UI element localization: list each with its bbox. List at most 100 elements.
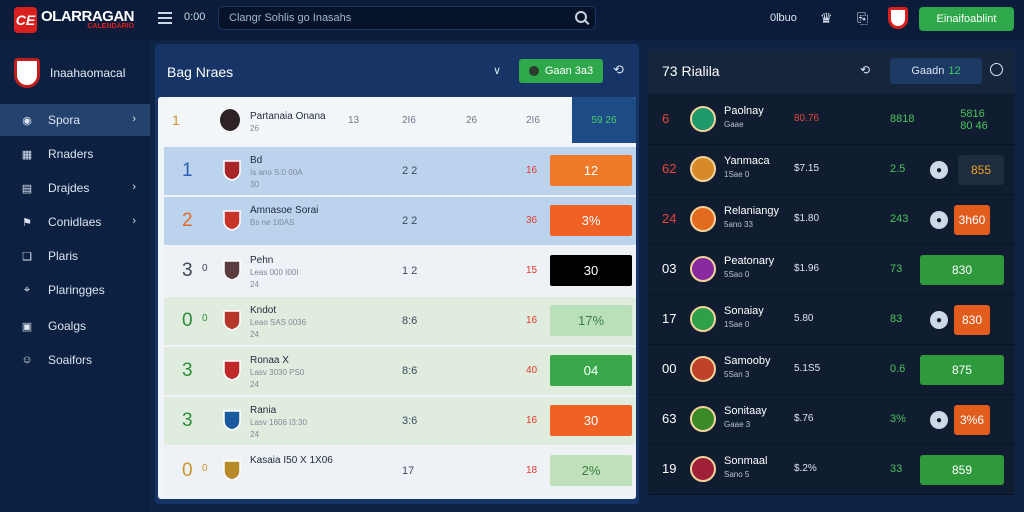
header-col-1: 2I6 xyxy=(402,115,416,126)
row-value-pill[interactable]: 30 xyxy=(550,405,632,436)
trophy-icon[interactable]: ♛ xyxy=(820,10,833,26)
result-value[interactable]: 3%6 xyxy=(954,405,990,435)
table-row[interactable]: 1 Bd Is ano S:0 00A 30 2 2 16 12 xyxy=(164,147,636,195)
top-link[interactable]: 0lbuo xyxy=(770,12,797,24)
row-rank: 1 xyxy=(182,160,193,181)
sidebar-item[interactable]: ☺ Soaifors xyxy=(0,344,150,376)
result-row[interactable]: 24 Relaniangy 5ano 33 $1.80 243 ● 3h60 xyxy=(648,195,1015,245)
row-value-pill[interactable]: 2% xyxy=(550,455,632,486)
result-price: $.2% xyxy=(794,463,817,474)
soccer-icon: ◉ xyxy=(22,114,32,127)
result-value[interactable]: 830 xyxy=(954,305,990,335)
results-panel: 73 Rialila ⟲ Gaadn 12 6 Paolnay Gaae 80.76 8… xyxy=(648,49,1015,495)
row-badge: 0 xyxy=(202,263,208,274)
sidebar-item-label: Plaris xyxy=(48,249,79,263)
result-row[interactable]: 19 Sonmaal Sano 5 $.2% 33 859 xyxy=(648,445,1015,495)
sidebar-item[interactable]: ▤ Drajdes › xyxy=(0,172,150,204)
result-value[interactable]: 875 xyxy=(920,355,1004,385)
row-stat: 18 xyxy=(526,465,538,476)
result-row[interactable]: 6 Paolnay Gaae 80.76 8818 5816 80 46 xyxy=(648,95,1015,145)
table-row[interactable]: 3 Ronaa X Lasv 3030 PS0 24 8:6 40 04 xyxy=(164,347,636,395)
club-crest-icon xyxy=(223,310,241,331)
filter-button[interactable]: Gaan 3a3 xyxy=(519,59,603,83)
row-rank: 3 xyxy=(182,260,193,281)
sidebar-item[interactable]: ❑ Plaris xyxy=(0,240,150,272)
result-team: Peatonary 5Sao 0 xyxy=(724,255,775,279)
club-crest-icon xyxy=(223,260,241,281)
smile-icon: ☺ xyxy=(21,353,33,366)
row-value-pill[interactable]: 12 xyxy=(550,155,632,186)
result-value[interactable]: 830 xyxy=(920,255,1004,285)
result-value[interactable]: 5816 80 46 xyxy=(960,108,988,132)
result-row[interactable]: 03 Peatonary 5Sao 0 $1.96 73 830 xyxy=(648,245,1015,295)
sidebar-item[interactable]: ⚑ Conidlaes › xyxy=(0,206,150,238)
row-stat: 16 xyxy=(526,165,538,176)
search-icon[interactable] xyxy=(575,11,587,23)
panel-title: Bag Nraes xyxy=(167,64,234,80)
search-input[interactable]: Clangr Sohlis go Inasahs xyxy=(218,6,596,30)
grid-icon: ▣ xyxy=(21,320,33,333)
menu-icon[interactable] xyxy=(158,12,172,26)
result-rank: 17 xyxy=(662,311,677,326)
standings-table: 1 Partanaia Onana 26 13 2I6 26 2I6 59 26… xyxy=(158,97,636,499)
row-rank: 3 xyxy=(182,410,193,431)
chevron-right-icon: › xyxy=(132,215,136,227)
sidebar-item[interactable]: ▦ Rnaders xyxy=(0,138,150,170)
result-value[interactable]: 3h60 xyxy=(954,205,990,235)
result-row[interactable]: 17 Sonaiay 1Sae 0 5.80 83 ● 830 xyxy=(648,295,1015,345)
result-row[interactable]: 63 Sonitaay Gaae 3 $.76 3% ● 3%6 xyxy=(648,395,1015,445)
row-value-pill[interactable]: 30 xyxy=(550,255,632,286)
join-button[interactable]: Einaifoablint xyxy=(919,7,1014,31)
club-crest-icon xyxy=(223,410,241,431)
table-row[interactable]: 0 0 Kasaia I50 X 1X06 17 18 2% xyxy=(164,447,636,495)
filter-button-label: Gaan 3a3 xyxy=(544,65,594,77)
row-points: 8:6 xyxy=(402,315,418,327)
results-header: 73 Rialila ⟲ Gaadn 12 xyxy=(648,49,1015,93)
result-price: $7.15 xyxy=(794,163,820,174)
result-rank: 19 xyxy=(662,461,677,476)
club-crest-icon xyxy=(223,210,241,231)
header-highlight-col[interactable]: 59 26 xyxy=(572,97,636,143)
table-row[interactable]: 3 0 Pehn Leas 000 I00I 24 1 2 15 30 xyxy=(164,247,636,295)
brand-logo[interactable]: CE OLARRAGAN CALENDARIO xyxy=(14,4,135,36)
sidebar: Inaahaomacal ◉ Spora › ▦ Rnaders ▤ Drajdes › ⚑ Co… xyxy=(0,40,150,512)
header-rank: 1 xyxy=(172,112,180,128)
shield-icon xyxy=(14,58,40,88)
table-row[interactable]: 0 0 Kndot Leao SAS 0036 24 8:6 16 17% xyxy=(164,297,636,345)
result-team: Samooby 5San 3 xyxy=(724,355,771,379)
refresh-icon[interactable]: ⟲ xyxy=(860,63,871,77)
table-row[interactable]: 2 Amnasoe Sorai Bs ne 1I0AS 2 2 36 3% xyxy=(164,197,636,245)
location-icon: ⌖ xyxy=(23,283,31,296)
sidebar-header: Inaahaomacal xyxy=(14,58,125,88)
result-team: Relaniangy 5ano 33 xyxy=(724,205,780,229)
clock-icon[interactable]: 0:00 xyxy=(184,11,206,23)
result-row[interactable]: 00 Samooby 5San 3 5.1S5 0.6 875 xyxy=(648,345,1015,395)
row-value-pill[interactable]: 17% xyxy=(550,305,632,336)
club-shield-icon[interactable] xyxy=(888,7,908,29)
refresh-icon[interactable]: ⟲ xyxy=(613,62,624,77)
club-crest-icon xyxy=(223,460,241,481)
row-team: Amnasoe Sorai Bs ne 1I0AS xyxy=(250,205,319,227)
result-value[interactable]: 855 xyxy=(958,155,1004,185)
clipboard-icon[interactable]: ⎘ xyxy=(857,10,869,26)
clock-icon[interactable] xyxy=(990,63,1003,76)
flag-icon: ⚑ xyxy=(22,216,32,229)
result-score: 33 xyxy=(890,463,903,475)
chevron-down-icon[interactable]: ∨ xyxy=(493,65,502,77)
table-row[interactable]: 3 Rania Lasv 1606 I3:30 24 3:6 16 30 xyxy=(164,397,636,445)
row-value-pill[interactable]: 04 xyxy=(550,355,632,386)
results-filter-button[interactable]: Gaadn 12 xyxy=(890,58,982,84)
result-row[interactable]: 62 Yanmaca 1Sae 0 $7.15 2.5 ● 855 xyxy=(648,145,1015,195)
club-crest-icon xyxy=(690,256,716,282)
sidebar-item[interactable]: ▣ Goalgs xyxy=(0,310,150,342)
result-value[interactable]: 859 xyxy=(920,455,1004,485)
ball-icon: ● xyxy=(930,211,948,229)
standings-panel: Bag Nraes ∨ Gaan 3a3 ⟲ 1 Partanaia Onana… xyxy=(155,44,639,504)
row-value-pill[interactable]: 3% xyxy=(550,205,632,236)
result-score: 2.5 xyxy=(890,163,906,175)
sidebar-item-label: Rnaders xyxy=(48,147,94,161)
sidebar-item[interactable]: ⌖ Plaringges xyxy=(0,274,150,306)
sidebar-item[interactable]: ◉ Spora › xyxy=(0,104,150,136)
row-rank: 2 xyxy=(182,210,193,231)
club-crest-icon xyxy=(690,406,716,432)
